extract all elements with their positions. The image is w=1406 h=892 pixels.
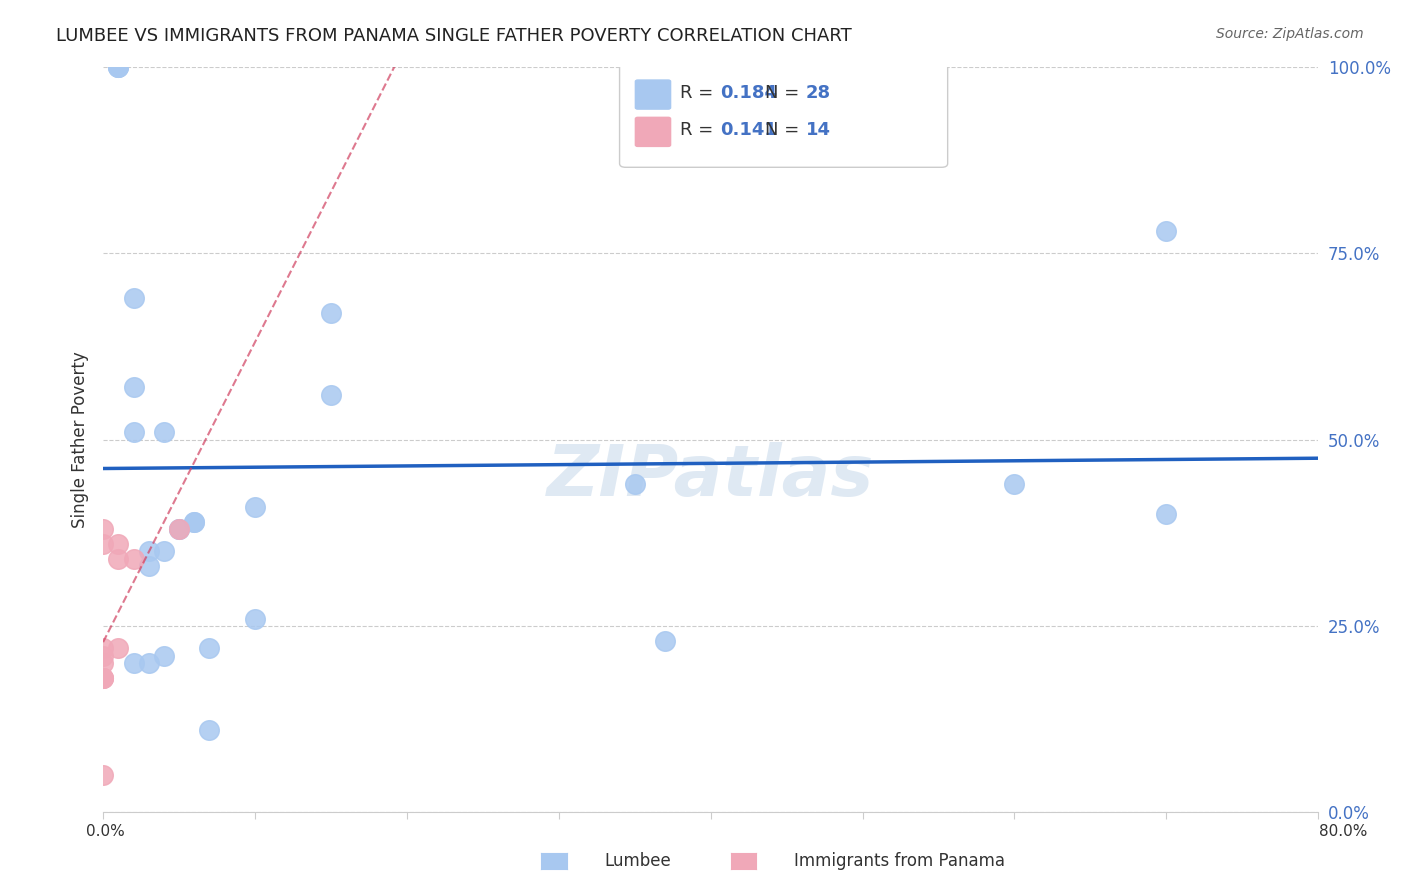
Point <box>122 380 145 394</box>
Text: ZIPatlas: ZIPatlas <box>547 442 875 511</box>
Point <box>107 60 129 74</box>
Text: 80.0%: 80.0% <box>1319 824 1367 838</box>
Text: 28: 28 <box>806 84 831 102</box>
Point <box>91 671 114 685</box>
Point <box>167 522 190 536</box>
Point <box>91 657 114 671</box>
Point <box>198 723 221 738</box>
Point <box>122 657 145 671</box>
FancyBboxPatch shape <box>636 118 671 146</box>
Point <box>91 671 114 685</box>
Text: 0.141: 0.141 <box>720 121 778 139</box>
Y-axis label: Single Father Poverty: Single Father Poverty <box>72 351 89 528</box>
Point <box>623 477 645 491</box>
Point <box>153 648 176 663</box>
Point <box>122 552 145 566</box>
Point <box>91 671 114 685</box>
FancyBboxPatch shape <box>636 80 671 109</box>
Point <box>167 522 190 536</box>
Point <box>319 388 342 402</box>
Point <box>91 522 114 536</box>
Point <box>1004 477 1026 491</box>
Text: LUMBEE VS IMMIGRANTS FROM PANAMA SINGLE FATHER POVERTY CORRELATION CHART: LUMBEE VS IMMIGRANTS FROM PANAMA SINGLE … <box>56 27 852 45</box>
Text: 0.0%: 0.0% <box>86 824 125 838</box>
Text: 0.184: 0.184 <box>720 84 778 102</box>
Point <box>1156 224 1178 238</box>
Point <box>91 537 114 551</box>
Point <box>138 657 160 671</box>
Point <box>91 641 114 656</box>
Text: 14: 14 <box>806 121 831 139</box>
Point <box>319 306 342 320</box>
Text: N =: N = <box>765 121 806 139</box>
Point <box>107 60 129 74</box>
Point <box>654 634 676 648</box>
Text: Source: ZipAtlas.com: Source: ZipAtlas.com <box>1216 27 1364 41</box>
Point <box>243 500 266 514</box>
Text: Lumbee: Lumbee <box>605 852 671 870</box>
Point <box>91 648 114 663</box>
Point <box>122 425 145 439</box>
Point <box>153 425 176 439</box>
Text: R =: R = <box>681 121 720 139</box>
FancyBboxPatch shape <box>620 62 948 168</box>
Text: N =: N = <box>765 84 806 102</box>
Point <box>138 559 160 574</box>
Point <box>122 291 145 305</box>
Point <box>153 544 176 558</box>
Text: R =: R = <box>681 84 720 102</box>
Point <box>183 515 205 529</box>
Point <box>107 552 129 566</box>
Point <box>91 768 114 782</box>
Point <box>107 641 129 656</box>
Text: Immigrants from Panama: Immigrants from Panama <box>794 852 1005 870</box>
Point <box>167 522 190 536</box>
Point <box>243 611 266 625</box>
Point <box>107 60 129 74</box>
Point <box>198 641 221 656</box>
Point <box>138 544 160 558</box>
Point <box>1156 507 1178 521</box>
Point <box>183 515 205 529</box>
Point <box>107 537 129 551</box>
